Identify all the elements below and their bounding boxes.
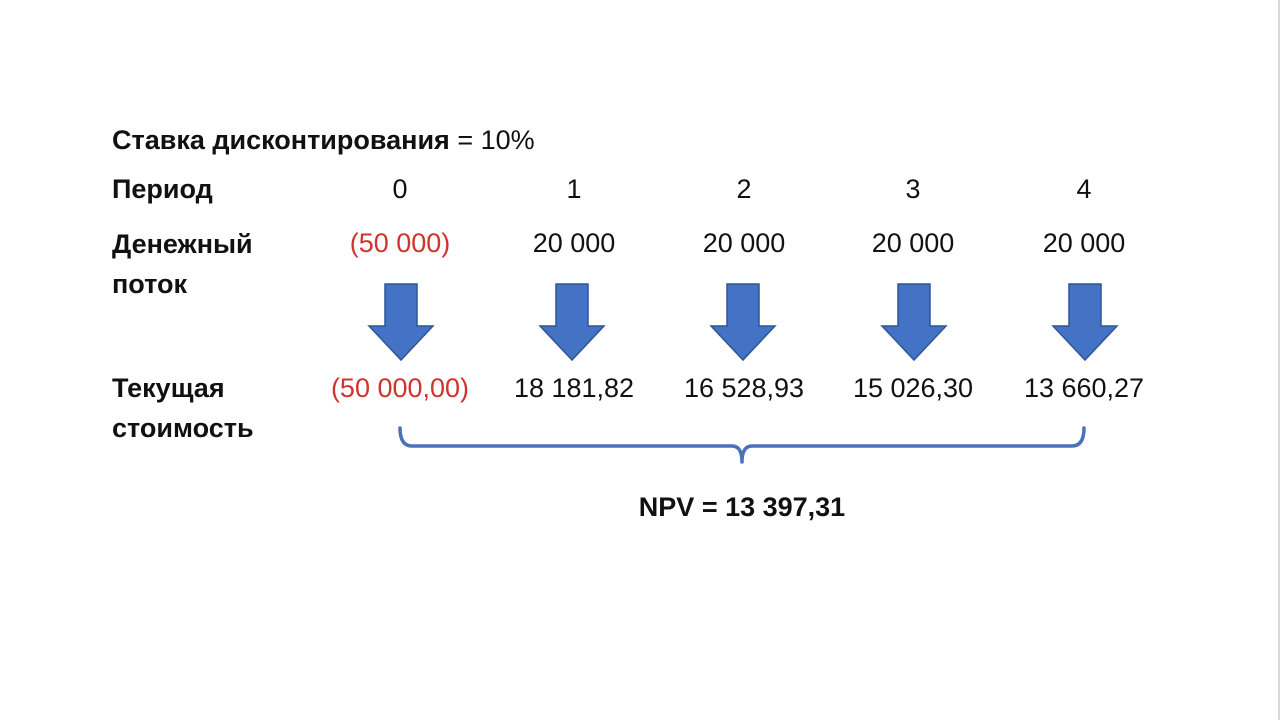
- cashflow-2: 20 000: [702, 228, 786, 258]
- down-arrow-icon: [880, 283, 948, 362]
- pv-row-label: Текущая стоимость: [112, 368, 254, 448]
- slide-edge: [1278, 0, 1280, 720]
- cashflow-row-label: Денежный поток: [112, 224, 253, 304]
- pv-2: 16 528,93: [683, 373, 805, 403]
- period-row-label: Период: [112, 174, 213, 204]
- period-0: 0: [392, 174, 408, 204]
- discount-arrow-4: [1051, 283, 1119, 362]
- pv-3: 15 026,30: [852, 373, 974, 403]
- down-arrow-icon: [709, 283, 777, 362]
- discount-arrow-0: [367, 283, 435, 362]
- pv-label-line2: стоимость: [112, 413, 254, 443]
- cashflow-1: 20 000: [532, 228, 616, 258]
- discount-arrow-3: [880, 283, 948, 362]
- discount-arrow-1: [538, 283, 606, 362]
- discount-rate-label: Ставка дисконтирования: [112, 125, 450, 155]
- pv-4: 13 660,27: [1023, 373, 1145, 403]
- pv-label-line1: Текущая: [112, 373, 225, 403]
- down-arrow-icon: [367, 283, 435, 362]
- cashflow-3: 20 000: [871, 228, 955, 258]
- cashflow-label-line2: поток: [112, 269, 188, 299]
- cashflow-0: (50 000): [349, 228, 451, 258]
- down-arrow-icon: [538, 283, 606, 362]
- period-2: 2: [736, 174, 752, 204]
- cashflow-label-line1: Денежный: [112, 229, 253, 259]
- period-3: 3: [905, 174, 921, 204]
- sum-bracket: [398, 426, 1086, 464]
- pv-0: (50 000,00): [330, 373, 470, 403]
- period-1: 1: [566, 174, 582, 204]
- pv-1: 18 181,82: [513, 373, 635, 403]
- npv-result: NPV = 13 397,31: [638, 492, 846, 522]
- discount-rate-line: Ставка дисконтирования = 10%: [112, 121, 535, 159]
- discount-rate-value: = 10%: [457, 125, 535, 155]
- discount-arrow-2: [709, 283, 777, 362]
- period-4: 4: [1076, 174, 1092, 204]
- down-arrow-icon: [1051, 283, 1119, 362]
- cashflow-4: 20 000: [1042, 228, 1126, 258]
